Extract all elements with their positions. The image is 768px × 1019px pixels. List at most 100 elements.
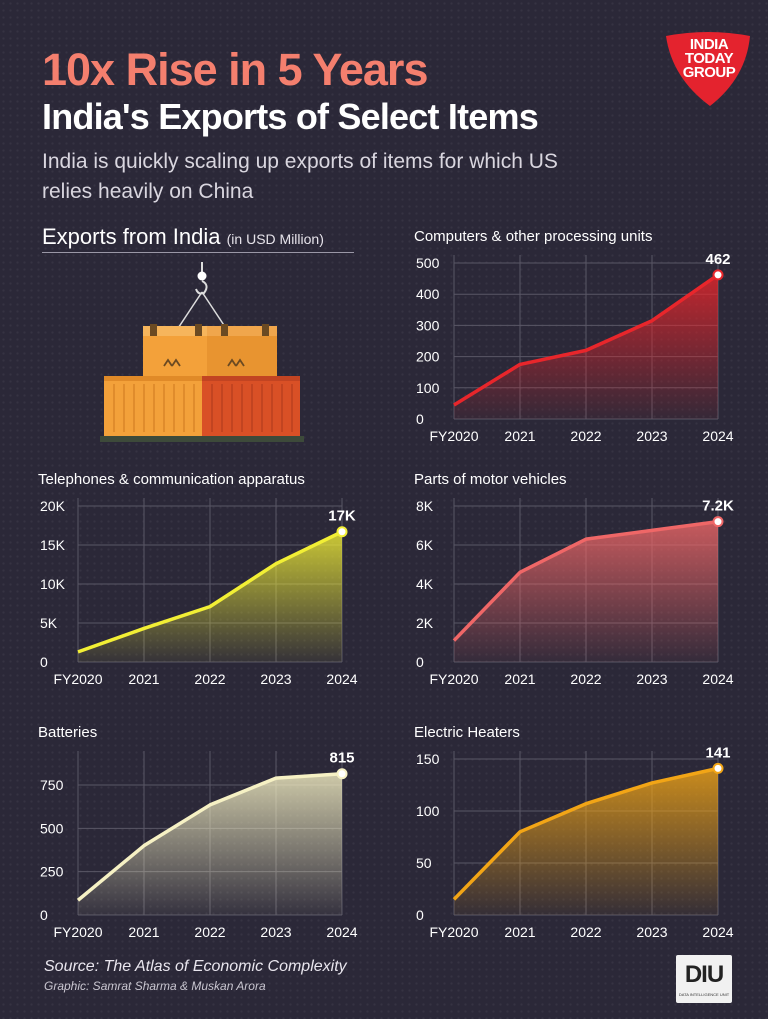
india-today-group-logo: INDIA TODAY GROUP [660, 28, 755, 108]
logo-shield-icon [666, 32, 750, 106]
series-line [452, 766, 719, 901]
chart-motor-parts-plot: 7.2K 0 2K 4K 6K 8K FY2020 2021 2022 2023 2024 [416, 498, 734, 687]
x-tick-label: 2024 [326, 671, 357, 687]
y-tick-label: 100 [416, 380, 440, 396]
x-tick-label: 2022 [570, 671, 601, 687]
chart-electric-heaters-plot: 141 0 50 100 150 FY2020 2021 2022 2023 2024 [416, 744, 734, 940]
chart-batteries-plot: 815 0 250 500 750 FY2020 2021 2022 2023 2024 [40, 750, 358, 940]
chart-motor-parts: Parts of motor vehicles 7.2K 0 2K 4K 6K 8K FY2… [414, 471, 768, 687]
section-unit: (in USD Million) [226, 231, 324, 247]
series-area [454, 274, 718, 419]
x-tick-label: 2022 [570, 428, 601, 444]
y-tick-label: 0 [416, 907, 424, 923]
end-value-label: 141 [705, 744, 730, 761]
end-value-label: 17K [328, 508, 356, 525]
source-note: Source: The Atlas of Economic Complexity [44, 958, 347, 975]
x-tick-label: 2024 [702, 924, 733, 940]
chart-title: Parts of motor vehicles [414, 471, 567, 488]
end-point-marker [336, 768, 348, 780]
y-tick-label: 20K [40, 498, 66, 514]
y-tick-label: 5K [40, 615, 58, 631]
end-value-label: 815 [329, 750, 354, 767]
series-line [452, 519, 719, 642]
diu-logo-text: DIU [684, 961, 724, 988]
y-tick-label: 750 [40, 777, 64, 793]
chart-title: Batteries [38, 724, 98, 741]
x-tick-label: FY2020 [429, 671, 478, 687]
logo-line-1: INDIA [689, 36, 729, 53]
cargo-crane-icon [100, 262, 304, 442]
x-tick-label: 2021 [504, 924, 535, 940]
x-tick-label: 2022 [570, 924, 601, 940]
headline: 10x Rise in 5 Years [42, 44, 428, 95]
series-line [76, 771, 343, 902]
x-tick-label: 2024 [326, 924, 357, 940]
end-value-label: 7.2K [702, 498, 734, 515]
series-line [77, 530, 343, 654]
logo-text: INDIA TODAY GROUP [674, 36, 744, 81]
y-tick-label: 300 [416, 317, 440, 333]
y-tick-label: 8K [416, 498, 434, 514]
series-area [454, 521, 718, 662]
y-tick-label: 6K [416, 537, 434, 553]
end-point-marker [712, 516, 724, 528]
x-tick-label: 2023 [260, 671, 291, 687]
y-tick-label: 150 [416, 751, 440, 767]
diu-logo-subtitle: DATA INTELLIGENCE UNIT [678, 992, 730, 997]
x-tick-label: FY2020 [429, 428, 478, 444]
y-tick-label: 100 [416, 803, 440, 819]
y-tick-label: 2K [416, 615, 434, 631]
chart-title: Electric Heaters [414, 724, 520, 741]
series-line [453, 273, 719, 407]
series-area [78, 773, 342, 915]
chart-title: Telephones & communication apparatus [38, 471, 305, 488]
subtitle: India is quickly scaling up exports of i… [42, 150, 558, 203]
logo-line-2: TODAY [684, 50, 734, 67]
y-tick-label: 400 [416, 286, 440, 302]
section-label: Exports from India (in USD Million) [42, 224, 324, 250]
section-label-text: Exports from India [42, 224, 221, 249]
x-tick-label: FY2020 [429, 924, 478, 940]
y-tick-label: 10K [40, 576, 66, 592]
page-title: India's Exports of Select Items [42, 96, 539, 137]
y-tick-label: 4K [416, 576, 434, 592]
chart-computers-plot: 462 0 100 200 300 400 500 FY2020 2021 2022 2023 202… [416, 251, 734, 444]
y-tick-label: 200 [416, 349, 440, 365]
end-value-label: 462 [705, 251, 730, 268]
chart-title: Computers & other processing units [414, 228, 653, 245]
x-tick-label: 2023 [636, 428, 667, 444]
x-tick-label: 2021 [504, 428, 535, 444]
series-area [454, 768, 718, 915]
chart-electric-heaters: Electric Heaters 141 0 50 100 150 FY2020 2021 2… [414, 724, 768, 940]
x-tick-label: 2021 [504, 671, 535, 687]
chart-telephones: Telephones & communication apparatus 17K… [38, 471, 398, 687]
x-tick-label: 2024 [702, 428, 733, 444]
y-tick-label: 50 [416, 855, 432, 871]
x-tick-label: FY2020 [53, 671, 102, 687]
x-tick-label: 2024 [702, 671, 733, 687]
chart-telephones-plot: 17K 0 5K 10K 15K 20K FY2020 2021 2022 2023 2024 [40, 498, 358, 687]
diu-logo: DIU DATA INTELLIGENCE UNIT [676, 955, 732, 1003]
x-tick-label: 2021 [128, 671, 159, 687]
chart-batteries: Batteries 815 0 250 500 750 FY2020 2021 2022 202… [38, 724, 398, 940]
logo-line-3: GROUP [682, 64, 736, 81]
y-tick-label: 0 [416, 411, 424, 427]
y-tick-label: 500 [416, 255, 440, 271]
cargo-crane-illustration [96, 262, 308, 448]
x-tick-label: 2023 [636, 924, 667, 940]
y-tick-label: 0 [40, 907, 48, 923]
y-tick-label: 0 [40, 654, 48, 670]
x-tick-label: 2023 [260, 924, 291, 940]
section-divider [42, 252, 354, 253]
y-tick-label: 500 [40, 820, 64, 836]
x-tick-label: 2023 [636, 671, 667, 687]
x-tick-label: 2022 [194, 671, 225, 687]
chart-computers: Computers & other processing units 462 0 1… [414, 228, 768, 444]
y-tick-label: 0 [416, 654, 424, 670]
y-tick-label: 15K [40, 537, 66, 553]
x-tick-label: 2021 [128, 924, 159, 940]
end-point-marker [712, 762, 724, 774]
x-tick-label: 2022 [194, 924, 225, 940]
x-tick-label: FY2020 [53, 924, 102, 940]
end-point-marker [712, 269, 724, 281]
